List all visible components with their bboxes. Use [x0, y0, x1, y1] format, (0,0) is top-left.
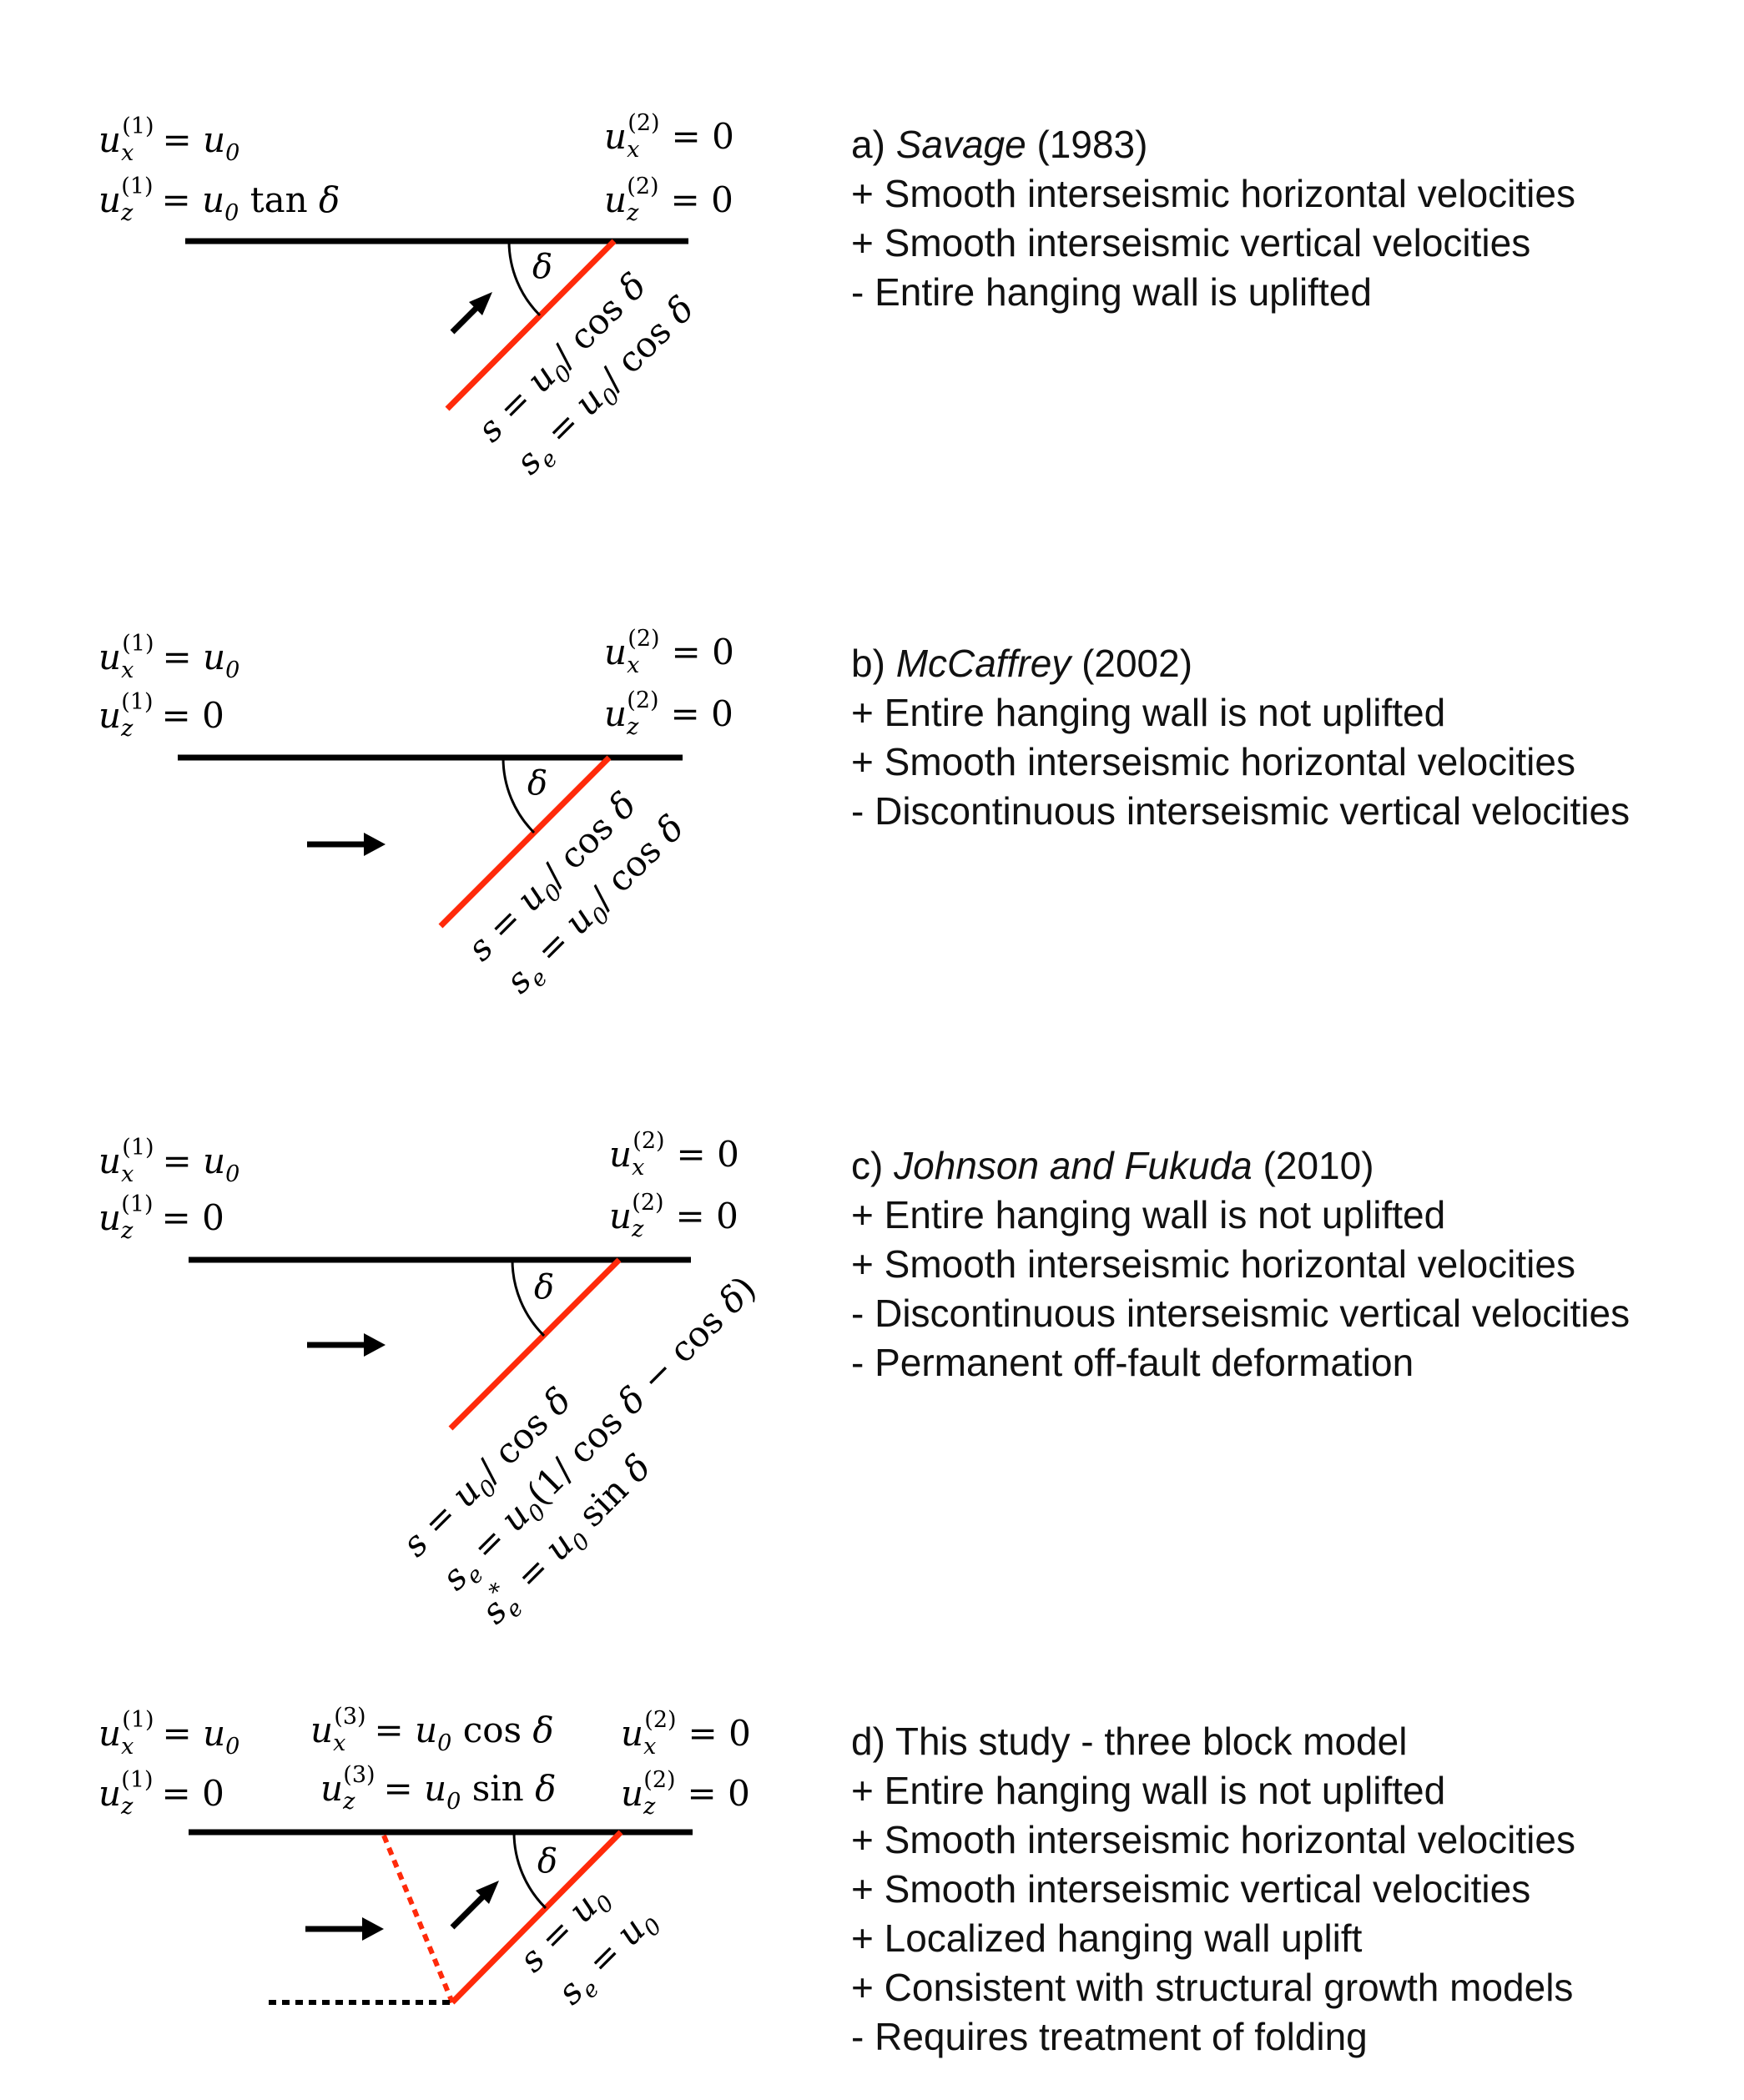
middle-block-equations: ux(3) = u0 cos δ uz(3) = u0 sin δ	[310, 1704, 556, 1815]
svg-text:ux(2)= 0: ux(2) = 0	[621, 1707, 751, 1760]
list-item: + Smooth interseismic horizontal velocit…	[851, 1818, 1575, 1861]
panel-a: δ ux(1) = u0 uz(1) = u0 tan δ ux(2) = 0 uz(…	[0, 0, 1744, 486]
list-item: - Discontinuous interseismic vertical ve…	[851, 1292, 1631, 1335]
list-item: + Smooth interseismic vertical velocitie…	[851, 1867, 1531, 1911]
svg-text:uz(1)= 0: uz(1) = 0	[98, 1191, 224, 1244]
list-item: + Entire hanging wall is not uplifted	[851, 1769, 1446, 1812]
left-block-equations: ux(1) = u0 uz(1) = 0	[98, 1707, 239, 1820]
fault-line	[450, 1830, 623, 2005]
right-block-equations: ux(2) = 0 uz(2) = 0	[609, 1128, 739, 1242]
svg-text:ux(2)= 0: ux(2) = 0	[604, 626, 734, 678]
panel-c-title: c) Johnson and Fukuda (2010)	[851, 1144, 1374, 1187]
slip-equations: s = u0 se = u0	[511, 1876, 667, 2017]
panel-b: δ ux(1) = u0 uz(1) = 0 ux(2) = 0 uz(2) = 0 s…	[0, 517, 1744, 1018]
dip-angle-symbol: δ	[527, 764, 547, 803]
list-item: + Localized hanging wall uplift	[851, 1916, 1363, 1960]
fault-line	[448, 1257, 622, 1431]
panel-b-diagram: δ ux(1) = u0 uz(1) = 0 ux(2) = 0 uz(2) = 0 s…	[98, 626, 734, 1005]
svg-text:ux(1)= u0: ux(1) = u0	[98, 631, 239, 683]
fault-line	[445, 239, 617, 411]
svg-text:ux(2)= 0: ux(2) = 0	[609, 1128, 739, 1181]
list-item: - Discontinuous interseismic vertical ve…	[851, 789, 1631, 833]
dip-angle-arc	[507, 240, 542, 317]
convergence-arrow	[307, 833, 386, 856]
panel-b-title: b) McCaffrey (2002)	[851, 642, 1193, 685]
right-block-equations: ux(2) = 0 uz(2) = 0	[604, 626, 734, 740]
slip-equations: s = u0/ cos δ se = u0/ cos δ	[469, 265, 706, 486]
list-item: + Consistent with structural growth mode…	[851, 1966, 1574, 2009]
list-item: + Smooth interseismic horizontal velocit…	[851, 740, 1575, 783]
svg-text:uz(1)= 0: uz(1) = 0	[98, 1767, 224, 1820]
panel-d-title: d) This study - three block model	[851, 1720, 1408, 1763]
slip-arrow	[450, 292, 492, 335]
slip-arrow	[450, 1881, 499, 1930]
dip-angle-symbol: δ	[532, 248, 552, 286]
dip-angle-arc	[502, 757, 536, 834]
panel-d: δ ux(1) = u0 uz(1) = 0 ux(3) = u0 cos δ uz(…	[0, 1669, 1744, 2100]
list-item: + Entire hanging wall is not uplifted	[851, 691, 1446, 734]
panel-d-description: d) This study - three block model + Enti…	[851, 1717, 1575, 2062]
list-item: - Entire hanging wall is uplifted	[851, 270, 1372, 314]
svg-text:uz(1)= u0 tan δ: uz(1) = u0 tan δ	[98, 174, 340, 226]
list-item: - Requires treatment of folding	[851, 2015, 1368, 2058]
svg-text:uz(1)= 0: uz(1) = 0	[98, 689, 224, 742]
svg-text:uz(2)= 0: uz(2) = 0	[604, 687, 733, 740]
slip-equations: s = u0/ cos δ se = u0(1/ cos δ − cos δ) …	[394, 1268, 769, 1636]
list-item: + Smooth interseismic horizontal velocit…	[851, 1242, 1575, 1286]
svg-text:uz(3)= u0 sin δ: uz(3) = u0 sin δ	[320, 1762, 556, 1815]
dip-angle-arc	[511, 1259, 546, 1337]
list-item: + Entire hanging wall is not uplifted	[851, 1193, 1446, 1236]
panel-d-diagram: δ ux(1) = u0 uz(1) = 0 ux(3) = u0 cos δ uz(…	[98, 1704, 751, 2017]
panel-c-description: c) Johnson and Fukuda (2010) + Entire ha…	[851, 1141, 1630, 1387]
svg-text:uz(2)= 0: uz(2) = 0	[621, 1767, 750, 1820]
panel-c: δ ux(1) = u0 uz(1) = 0 ux(2) = 0 uz(2) = 0 s…	[0, 1018, 1744, 1669]
right-block-equations: ux(2) = 0 uz(2) = 0	[604, 110, 734, 226]
dip-angle-symbol: δ	[537, 1842, 557, 1881]
dip-angle-arc	[512, 1831, 547, 1910]
panel-c-diagram: δ ux(1) = u0 uz(1) = 0 ux(2) = 0 uz(2) = 0 s…	[98, 1128, 769, 1636]
left-block-equations: ux(1) = u0 uz(1) = u0 tan δ	[98, 113, 340, 226]
convergence-arrow	[307, 1333, 386, 1357]
dip-angle-symbol: δ	[534, 1268, 554, 1307]
svg-text:ux(3)= u0 cos δ: ux(3) = u0 cos δ	[310, 1704, 554, 1756]
left-block-equations: ux(1) = u0 uz(1) = 0	[98, 1135, 239, 1244]
panel-a-diagram: δ ux(1) = u0 uz(1) = u0 tan δ ux(2) = 0 uz(…	[98, 110, 734, 486]
list-item: + Smooth interseismic horizontal velocit…	[851, 172, 1575, 215]
svg-text:uz(2)= 0: uz(2) = 0	[609, 1190, 738, 1242]
svg-text:se = u0(1/ cos δ − cos δ): se = u0(1/ cos δ − cos δ)	[434, 1268, 769, 1603]
slip-equations: s = u0/ cos δ se = u0/ cos δ	[459, 784, 696, 1005]
hinge-line	[381, 1834, 455, 2004]
svg-text:uz(2)= 0: uz(2) = 0	[604, 174, 733, 226]
svg-text:ux(1)= u0: ux(1) = u0	[98, 1707, 239, 1760]
svg-text:ux(1)= u0: ux(1) = u0	[98, 1135, 239, 1187]
list-item: + Smooth interseismic vertical velocitie…	[851, 221, 1531, 264]
panel-a-title: a) Savage (1983)	[851, 123, 1148, 166]
panel-b-description: b) McCaffrey (2002) + Entire hanging wal…	[851, 639, 1630, 836]
list-item: - Permanent off-fault deformation	[851, 1341, 1414, 1384]
svg-text:ux(1)= u0: ux(1) = u0	[98, 113, 239, 166]
fault-line	[438, 755, 612, 929]
convergence-arrow	[305, 1917, 384, 1941]
right-block-equations: ux(2) = 0 uz(2) = 0	[621, 1707, 751, 1820]
panel-a-description: a) Savage (1983) + Smooth interseismic h…	[851, 120, 1575, 317]
svg-text:ux(2)= 0: ux(2) = 0	[604, 110, 734, 163]
left-block-equations: ux(1) = u0 uz(1) = 0	[98, 631, 239, 742]
